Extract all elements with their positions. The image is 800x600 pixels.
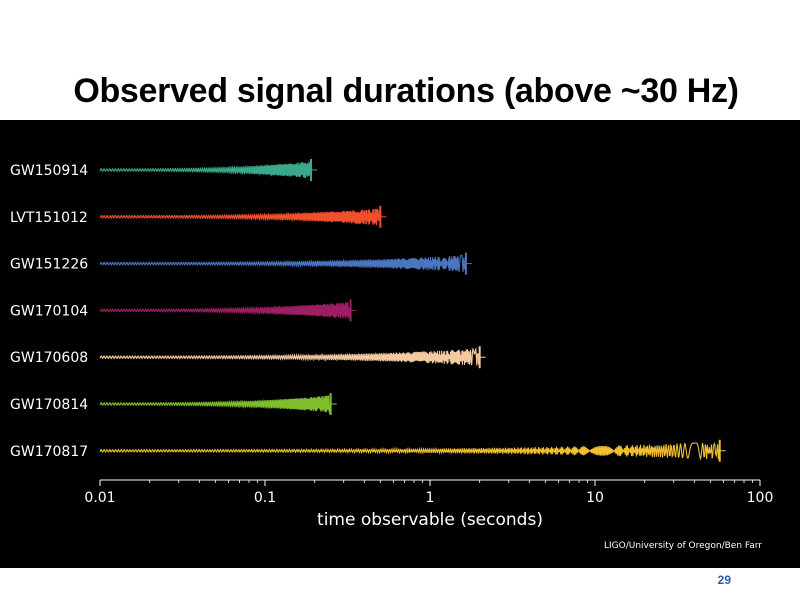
slide-title: Observed signal durations (above ~30 Hz)	[73, 72, 739, 110]
image-credit: LIGO/University of Oregon/Ben Farr	[604, 541, 762, 551]
event-label: GW170104	[10, 303, 88, 319]
x-tick-label: 0.1	[254, 490, 276, 506]
chirp-waveform	[99, 254, 467, 272]
event-label: GW151226	[10, 257, 88, 273]
event-label: GW170608	[10, 350, 88, 366]
chirp-waveform	[99, 395, 332, 415]
x-tick-label: 0.01	[84, 490, 115, 506]
x-tick-label: 100	[747, 490, 774, 506]
figure-panel: GW150914 LVT151012 GW151226 GW170104 GW17060…	[0, 120, 800, 568]
x-axis-ticks: 0.01 0.1 1 10 100	[84, 480, 773, 506]
x-tick-label: 10	[586, 490, 604, 506]
event-label: GW150914	[10, 163, 88, 179]
chirp-waveforms	[99, 159, 726, 462]
chirp-waveform	[99, 301, 352, 320]
page-number: 29	[717, 573, 731, 587]
event-label: GW170817	[10, 444, 88, 460]
signal-duration-chart: GW150914 LVT151012 GW151226 GW170104 GW17060…	[10, 159, 773, 551]
x-axis: 0.01 0.1 1 10 100 time observable (seconds)	[84, 479, 773, 530]
x-tick-label: 1	[426, 490, 435, 506]
event-label: GW170814	[10, 397, 88, 413]
chirp-waveform	[99, 208, 381, 226]
chirp-waveform	[99, 161, 312, 179]
chirp-waveform	[99, 347, 481, 366]
event-labels: GW150914 LVT151012 GW151226 GW170104 GW17060…	[10, 163, 88, 460]
event-label: LVT151012	[10, 210, 88, 226]
chirp-waveform	[99, 442, 721, 461]
x-axis-label: time observable (seconds)	[317, 510, 543, 530]
